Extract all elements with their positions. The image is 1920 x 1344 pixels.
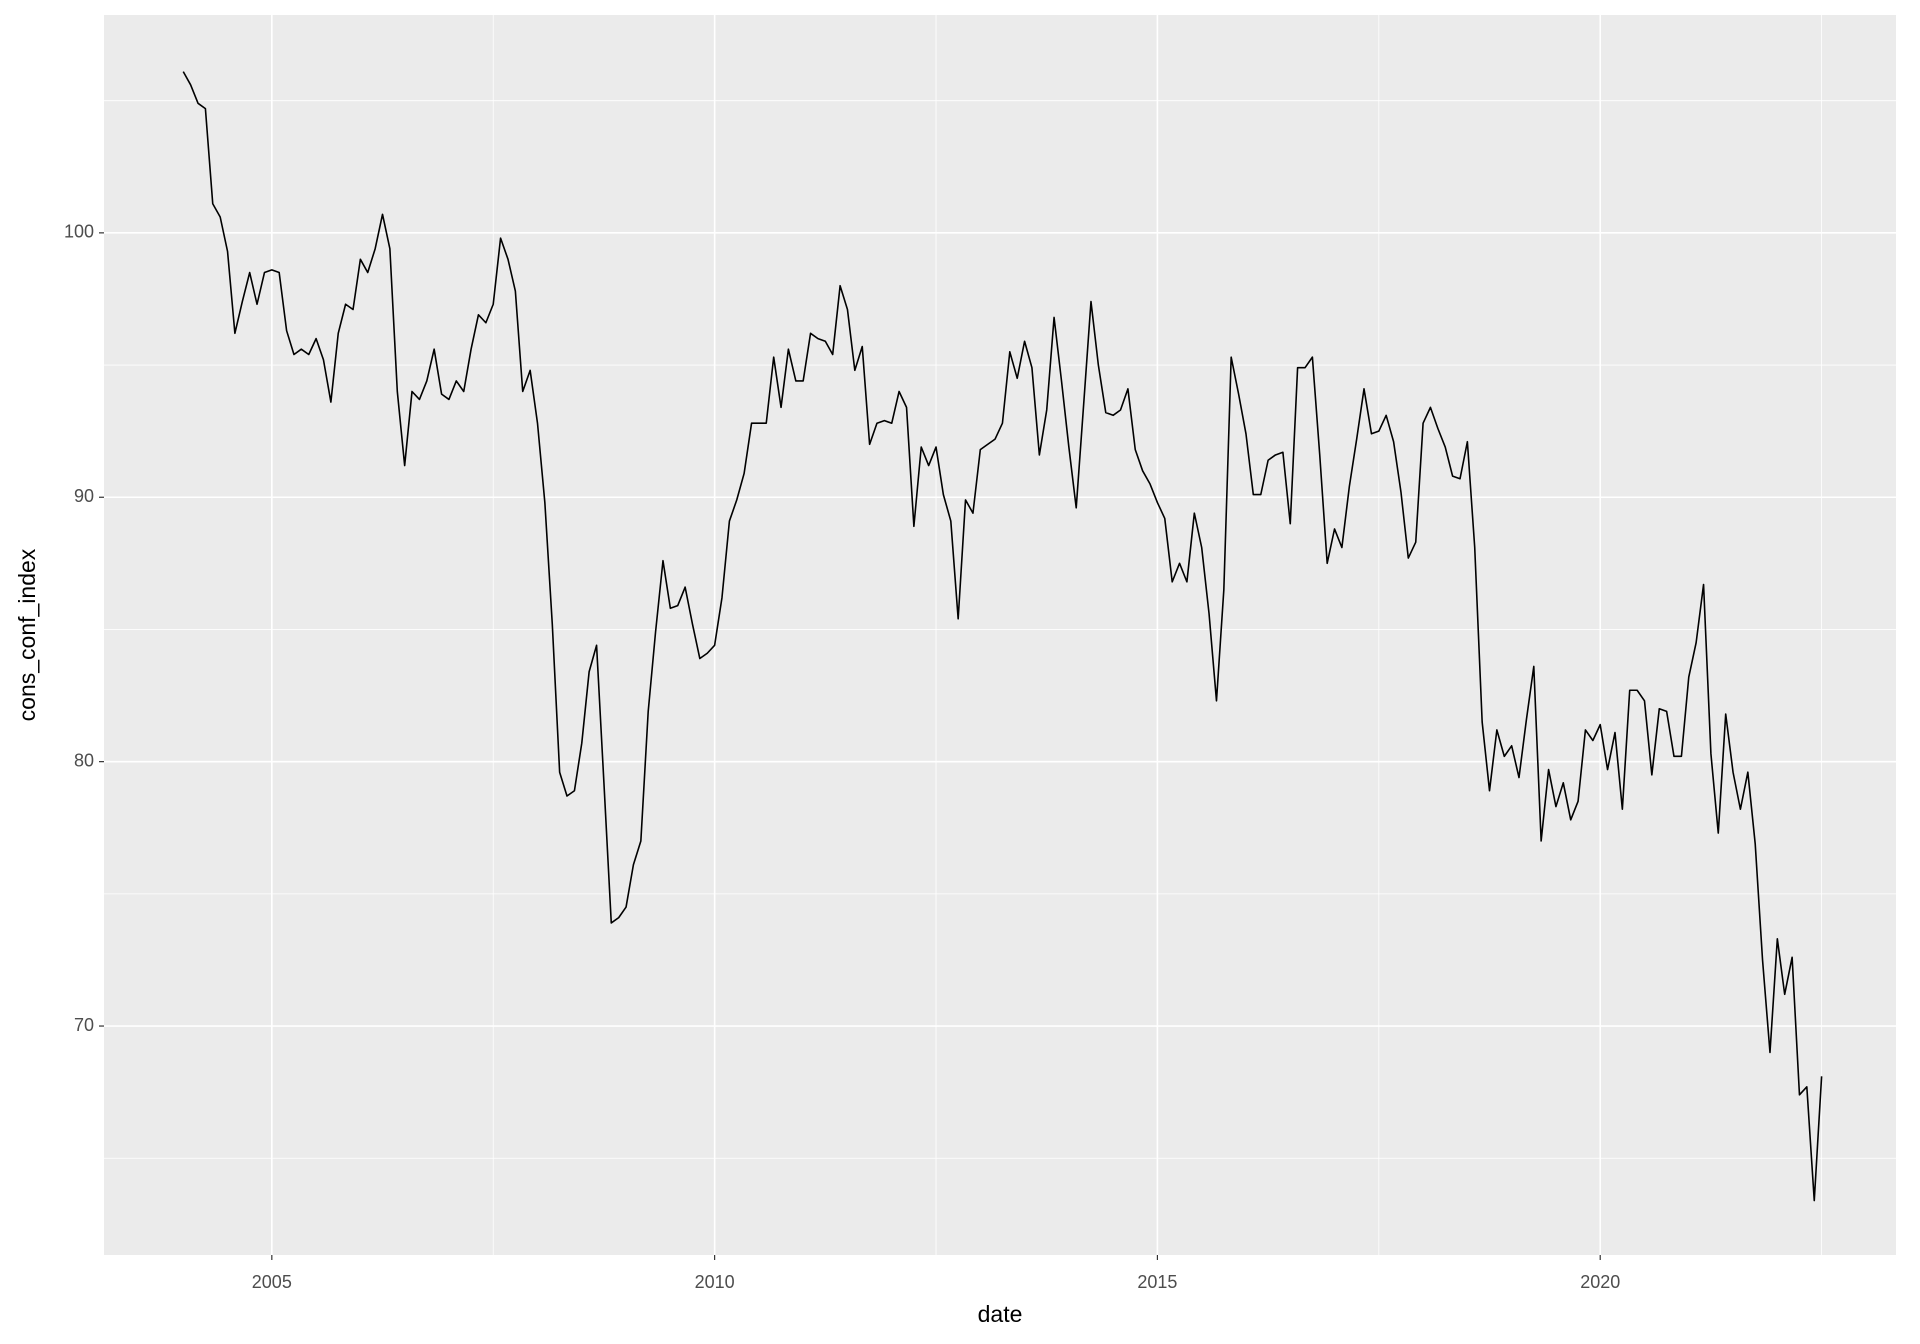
x-axis-title: date: [978, 1301, 1023, 1327]
x-tick-label: 2015: [1137, 1272, 1177, 1292]
y-axis-title: cons_conf_index: [14, 548, 40, 721]
data-line: [182, 71, 1823, 1202]
y-tick-label: 100: [64, 222, 94, 242]
x-tick-label: 2005: [252, 1272, 292, 1292]
x-tick-label: 2020: [1580, 1272, 1620, 1292]
y-tick-label: 80: [74, 750, 94, 770]
y-tick-label: 90: [74, 486, 94, 506]
y-tick-label: 70: [74, 1015, 94, 1035]
x-tick-label: 2010: [695, 1272, 735, 1292]
panel-background: [104, 15, 1896, 1255]
